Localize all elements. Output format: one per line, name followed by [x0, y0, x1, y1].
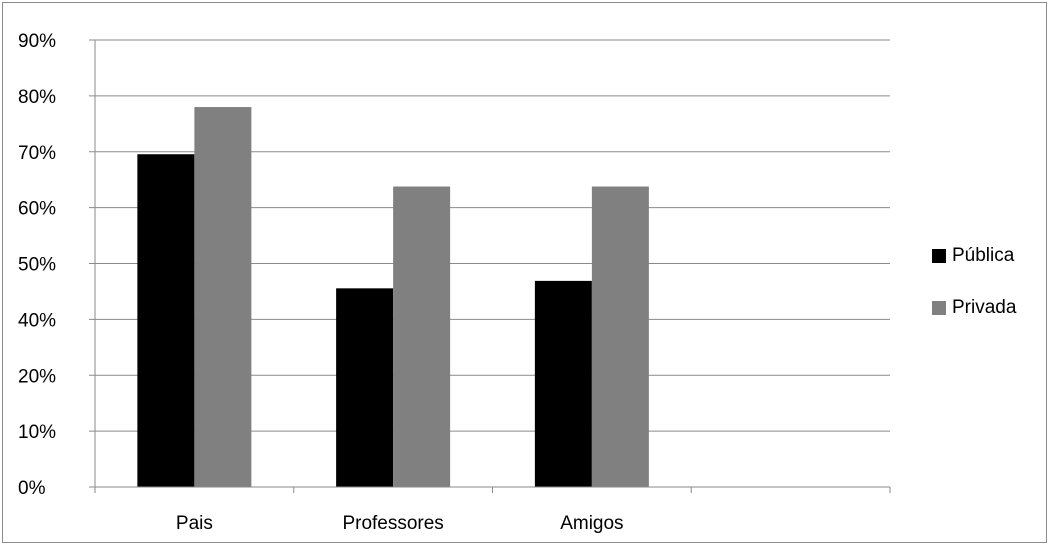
y-tick-label: 60% [18, 199, 56, 220]
axes [94, 40, 891, 493]
y-tick-label: 90% [18, 31, 56, 52]
legend-item-privada: Privada [932, 295, 1016, 321]
x-tick-label: Professores [342, 513, 443, 534]
y-tick-labels: 0% 10% 20% 40% 50% 60% 70% 80% 90% [18, 31, 56, 499]
bar-privada-pais [194, 107, 252, 488]
legend: Pública Privada [932, 243, 1016, 347]
legend-label-privada: Privada [952, 297, 1017, 318]
y-tick-label: 80% [18, 87, 56, 108]
bar-privada-amigos [591, 186, 649, 487]
legend-swatch-publica [932, 249, 946, 263]
y-tick-label: 10% [18, 422, 56, 443]
legend-swatch-privada [932, 301, 946, 315]
bars [137, 107, 649, 488]
x-tick-label: Pais [176, 513, 213, 534]
y-tick-label: 50% [18, 255, 56, 276]
bar-pblica-professores [336, 288, 394, 487]
y-tick-label: 70% [18, 143, 56, 164]
x-tick-labels: Pais Professores Amigos [176, 513, 624, 534]
y-tick-label: 20% [18, 366, 56, 387]
bar-privada-professores [393, 186, 451, 487]
bar-pblica-pais [137, 154, 195, 487]
y-tick-label: 40% [18, 310, 56, 331]
x-tick-label: Amigos [560, 513, 623, 534]
legend-label-publica: Pública [952, 245, 1015, 266]
bar-pblica-amigos [534, 280, 592, 487]
legend-item-publica: Pública [932, 243, 1016, 269]
y-tick-label: 0% [18, 478, 46, 499]
